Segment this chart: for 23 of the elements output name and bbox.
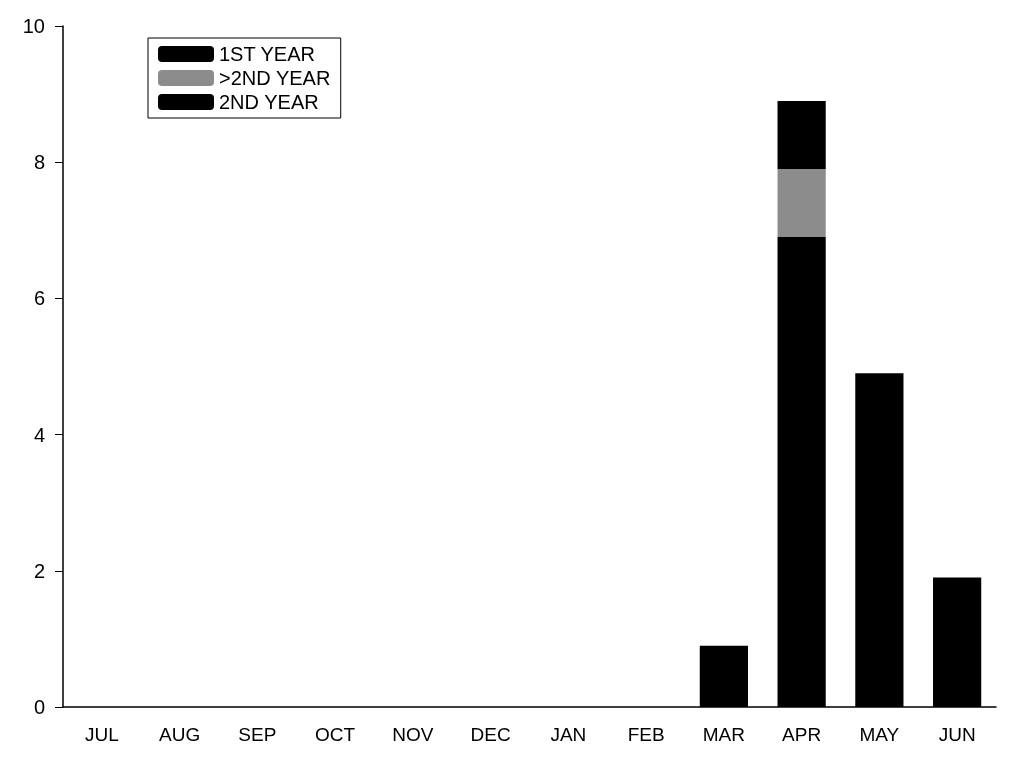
- x-tick-label: JUL: [84, 724, 119, 745]
- bar: [777, 169, 826, 238]
- y-tick-label: 10: [22, 15, 45, 37]
- x-tick-label: OCT: [315, 724, 356, 745]
- y-tick-label: 6: [33, 287, 45, 310]
- y-tick-label: 4: [33, 423, 45, 446]
- x-tick-label: APR: [782, 724, 822, 745]
- y-tick-label: 8: [33, 151, 45, 174]
- x-tick-label: SEP: [238, 724, 277, 745]
- x-tick-label: JUN: [938, 724, 976, 745]
- legend-label: 2ND YEAR: [219, 91, 319, 113]
- x-tick-label: MAY: [859, 724, 900, 745]
- x-tick-label: AUG: [159, 724, 201, 745]
- y-tick-label: 2: [33, 559, 45, 582]
- y-tick-label: 0: [33, 696, 45, 718]
- x-tick-label: FEB: [627, 724, 665, 745]
- x-tick-label: DEC: [470, 724, 511, 745]
- x-tick-label: NOV: [392, 724, 434, 745]
- legend-label: >2ND YEAR: [219, 67, 331, 89]
- x-tick-label: JAN: [550, 724, 587, 745]
- bar: [777, 100, 826, 170]
- legend-label: 1ST YEAR: [219, 43, 315, 65]
- x-tick-label: MAR: [702, 724, 745, 745]
